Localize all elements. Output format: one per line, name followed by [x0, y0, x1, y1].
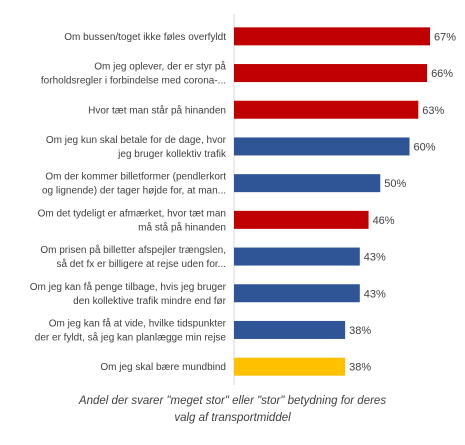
value-label: 46%: [373, 215, 395, 227]
bar: [234, 357, 346, 376]
bar: [234, 320, 346, 339]
bar: [234, 137, 410, 156]
value-label: 60%: [414, 141, 436, 153]
bar: [234, 100, 419, 119]
value-label: 43%: [364, 288, 386, 300]
category-label: der er fyldt, så jeg kan planlægge min r…: [35, 331, 227, 343]
category-label: Om det tydeligt er afmærket, hvor tæt ma…: [38, 208, 226, 219]
category-label: Om der kommer billetformer (pendlerkort: [45, 172, 226, 183]
bar: [234, 247, 360, 266]
category-label: Hvor tæt man står på hinanden: [88, 104, 226, 116]
value-label: 38%: [349, 325, 371, 337]
chart-caption: Andel der svarer "meget stor" eller "sto…: [0, 393, 465, 427]
bar: [234, 210, 369, 229]
value-label: 38%: [349, 362, 371, 374]
category-label: Om bussen/toget ikke føles overfyldt: [64, 32, 226, 43]
category-label: Om jeg skal bære mundbind: [100, 362, 226, 373]
category-label: Om jeg kun skal betale for de dage, hvor: [46, 135, 227, 146]
category-label: Om jeg kan få penge tilbage, hvis jeg br…: [30, 281, 227, 293]
caption-line-2: valg af transportmiddel: [174, 412, 291, 424]
value-label: 63%: [422, 105, 444, 117]
bar: [234, 174, 381, 193]
category-label: jeg bruger kollektiv trafik: [117, 149, 227, 160]
bar: [234, 27, 430, 46]
value-label: 50%: [384, 178, 406, 190]
value-label: 67%: [434, 31, 456, 43]
category-label: den kollektive trafik mindre end før: [73, 296, 227, 307]
value-label: 66%: [431, 68, 453, 80]
category-label: forholdsregler i forbindelse med corona-…: [41, 76, 226, 87]
category-label: Om jeg kan få at vide, hvilke tidspunkte…: [49, 317, 227, 329]
caption-line-1: Andel der svarer "meget stor" eller "sto…: [78, 395, 387, 407]
bar: [234, 284, 360, 303]
value-label: 43%: [364, 252, 386, 264]
category-label: må stå på hinanden: [138, 221, 226, 233]
category-label: og lignende) der tager højde for, at man…: [42, 186, 226, 197]
bar: [234, 64, 428, 83]
category-label: så det fx er billigere at rejse uden for…: [56, 258, 226, 270]
category-label: Om jeg oplever, der er styr på: [94, 61, 226, 73]
category-label: Om prisen på billetter afspejler trængsl…: [40, 244, 226, 256]
